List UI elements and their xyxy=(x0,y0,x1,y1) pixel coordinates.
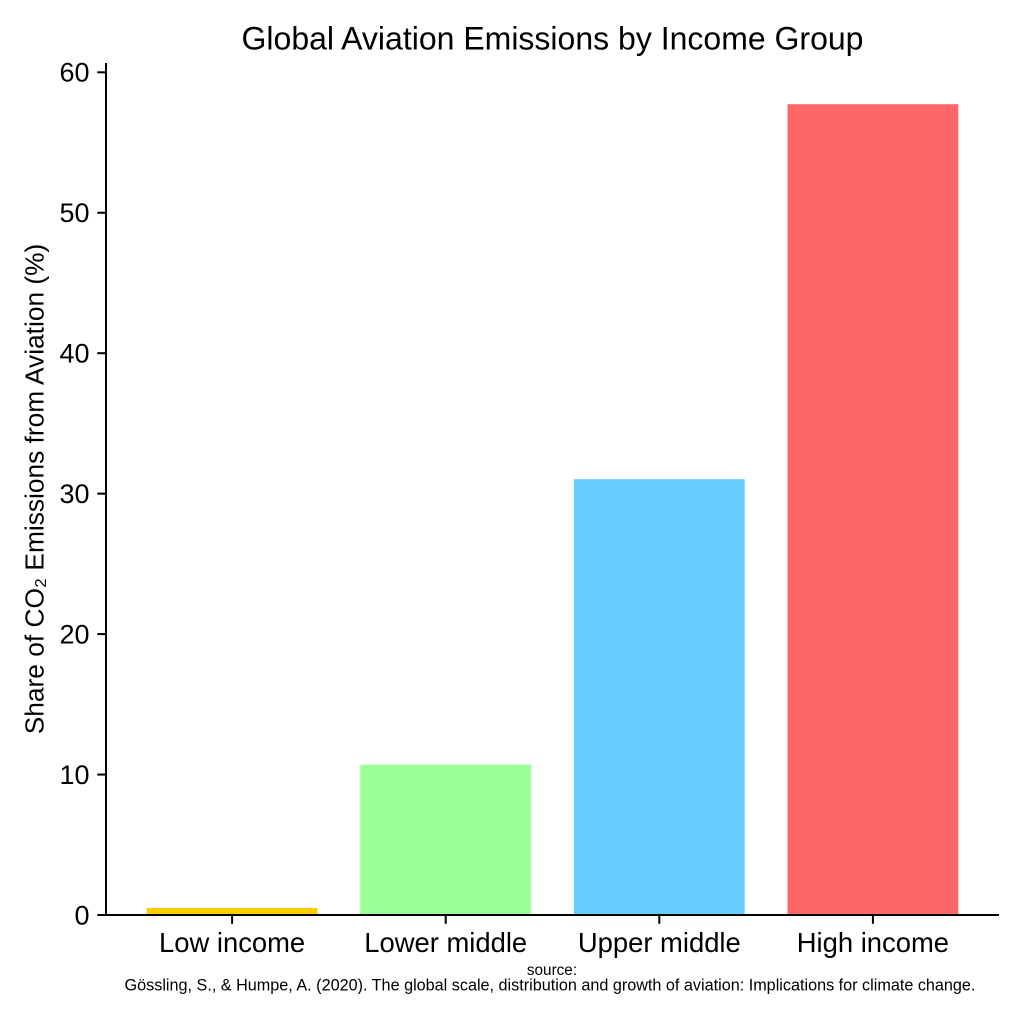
svg-text:50: 50 xyxy=(59,198,89,228)
svg-text:40: 40 xyxy=(59,339,89,369)
svg-text:Lower middle: Lower middle xyxy=(364,927,527,958)
svg-text:10: 10 xyxy=(59,760,89,790)
svg-text:60: 60 xyxy=(59,58,89,88)
svg-text:Gössling, S., & Humpe, A. (202: Gössling, S., & Humpe, A. (2020). The gl… xyxy=(125,977,976,995)
svg-text:Upper middle: Upper middle xyxy=(578,927,741,958)
svg-text:0: 0 xyxy=(74,900,89,930)
svg-text:source:: source: xyxy=(527,962,577,979)
svg-text:30: 30 xyxy=(59,479,89,509)
svg-text:20: 20 xyxy=(59,619,89,649)
svg-text:High income: High income xyxy=(797,927,949,958)
svg-text:Low income: Low income xyxy=(159,927,305,958)
svg-text:Global Aviation Emissions by I: Global Aviation Emissions by Income Grou… xyxy=(242,21,864,57)
svg-text:Share of CO₂ Emissions from Av: Share of CO₂ Emissions from Aviation (%) xyxy=(20,244,50,735)
